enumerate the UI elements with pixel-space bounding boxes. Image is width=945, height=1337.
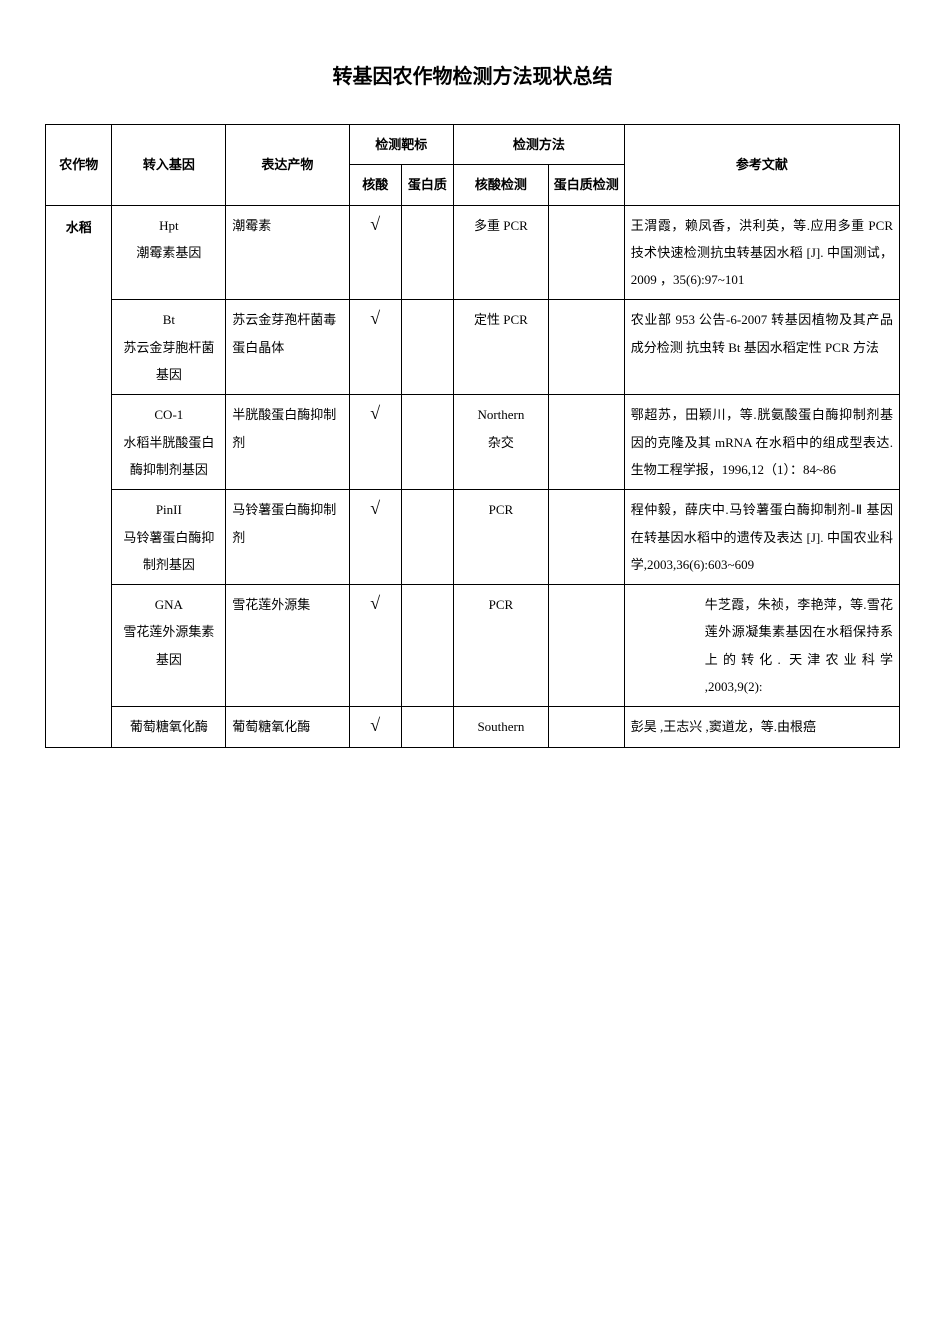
nucleic-detect-cell: PCR [453, 585, 548, 707]
table-row: Bt苏云金芽胞杆菌基因苏云金芽孢杆菌毒蛋白晶体√ 定性 PCR 农业部 953 公告… [46, 300, 900, 395]
col-nuc-det-header: 核酸检测 [453, 165, 548, 205]
nucleic-target-cell: √ [349, 490, 401, 585]
gene-cell: Bt苏云金芽胞杆菌基因 [112, 300, 226, 395]
nucleic-target-cell: √ [349, 205, 401, 300]
header-row-1: 农作物 转入基因 表达产物 检测靶标 检测方法 参考文献 [46, 125, 900, 165]
reference-cell: 王渭霞，赖凤香，洪利英，等.应用多重 PCR 技术快速检测抗虫转基因水稻 [J]… [624, 205, 899, 300]
col-prot-det-header: 蛋白质检测 [548, 165, 624, 205]
nucleic-target-cell: √ [349, 707, 401, 747]
nucleic-detect-cell: 多重 PCR [453, 205, 548, 300]
product-cell: 马铃薯蛋白酶抑制剂 [226, 490, 349, 585]
col-product-header: 表达产物 [226, 125, 349, 206]
nucleic-target-cell: √ [349, 395, 401, 490]
protein-detect-cell [548, 395, 624, 490]
protein-target-cell [401, 707, 453, 747]
gene-cell: Hpt潮霉素基因 [112, 205, 226, 300]
protein-target-cell [401, 585, 453, 707]
protein-detect-cell [548, 490, 624, 585]
reference-cell: 农业部 953 公告-6-2007 转基因植物及其产品成分检测 抗虫转 Bt 基… [624, 300, 899, 395]
nucleic-detect-cell: Northern杂交 [453, 395, 548, 490]
reference-cell: 程仲毅，薛庆中.马铃薯蛋白酶抑制剂-Ⅱ 基因在转基因水稻中的遗传及表达 [J].… [624, 490, 899, 585]
protein-detect-cell [548, 300, 624, 395]
gene-cell: GNA雪花莲外源集素基因 [112, 585, 226, 707]
protein-target-cell [401, 490, 453, 585]
product-cell: 半胱酸蛋白酶抑制剂 [226, 395, 349, 490]
col-target-header: 检测靶标 [349, 125, 453, 165]
crop-cell: 水稻 [46, 205, 112, 747]
product-cell: 潮霉素 [226, 205, 349, 300]
page-title: 转基因农作物检测方法现状总结 [45, 60, 900, 89]
col-nuc-header: 核酸 [349, 165, 401, 205]
nucleic-target-cell: √ [349, 300, 401, 395]
table-row: GNA雪花莲外源集素基因雪花莲外源集√ PCR 牛芝霞，朱祯，李艳萍，等.雪花莲外源… [46, 585, 900, 707]
nucleic-detect-cell: PCR [453, 490, 548, 585]
table-row: 水稻Hpt潮霉素基因潮霉素√多重 PCR王渭霞，赖凤香，洪利英，等.应用多重 P… [46, 205, 900, 300]
protein-detect-cell [548, 585, 624, 707]
gene-cell: CO-1水稻半胱酸蛋白酶抑制剂基因 [112, 395, 226, 490]
col-ref-header: 参考文献 [624, 125, 899, 206]
col-gene-header: 转入基因 [112, 125, 226, 206]
nucleic-detect-cell: 定性 PCR [453, 300, 548, 395]
col-crop-header: 农作物 [46, 125, 112, 206]
protein-target-cell [401, 395, 453, 490]
reference-cell: 彭昊 ,王志兴 ,窦道龙，等.由根癌 [624, 707, 899, 747]
protein-target-cell [401, 300, 453, 395]
table-row: PinII马铃薯蛋白酶抑制剂基因马铃薯蛋白酶抑制剂√ PCR 程仲毅，薛庆中.马铃薯… [46, 490, 900, 585]
nucleic-detect-cell: Southern [453, 707, 548, 747]
col-method-header: 检测方法 [453, 125, 624, 165]
product-cell: 葡萄糖氧化酶 [226, 707, 349, 747]
protein-detect-cell [548, 205, 624, 300]
table-body: 水稻Hpt潮霉素基因潮霉素√多重 PCR王渭霞，赖凤香，洪利英，等.应用多重 P… [46, 205, 900, 747]
reference-cell: 牛芝霞，朱祯，李艳萍，等.雪花莲外源凝集素基因在水稻保持系上的转化. 天津农业科… [624, 585, 899, 707]
product-cell: 苏云金芽孢杆菌毒蛋白晶体 [226, 300, 349, 395]
col-prot-header: 蛋白质 [401, 165, 453, 205]
table-row: CO-1水稻半胱酸蛋白酶抑制剂基因半胱酸蛋白酶抑制剂√ Northern杂交鄂超苏… [46, 395, 900, 490]
protein-detect-cell [548, 707, 624, 747]
reference-cell: 鄂超苏，田颖川，等.胱氨酸蛋白酶抑制剂基因的克隆及其 mRNA 在水稻中的组成型… [624, 395, 899, 490]
gene-cell: 葡萄糖氧化酶 [112, 707, 226, 747]
nucleic-target-cell: √ [349, 585, 401, 707]
product-cell: 雪花莲外源集 [226, 585, 349, 707]
table-row: 葡萄糖氧化酶葡萄糖氧化酶√Southern彭昊 ,王志兴 ,窦道龙，等.由根癌 [46, 707, 900, 747]
gene-cell: PinII马铃薯蛋白酶抑制剂基因 [112, 490, 226, 585]
detection-table: 农作物 转入基因 表达产物 检测靶标 检测方法 参考文献 核酸 蛋白质 核酸检测… [45, 124, 900, 748]
protein-target-cell [401, 205, 453, 300]
